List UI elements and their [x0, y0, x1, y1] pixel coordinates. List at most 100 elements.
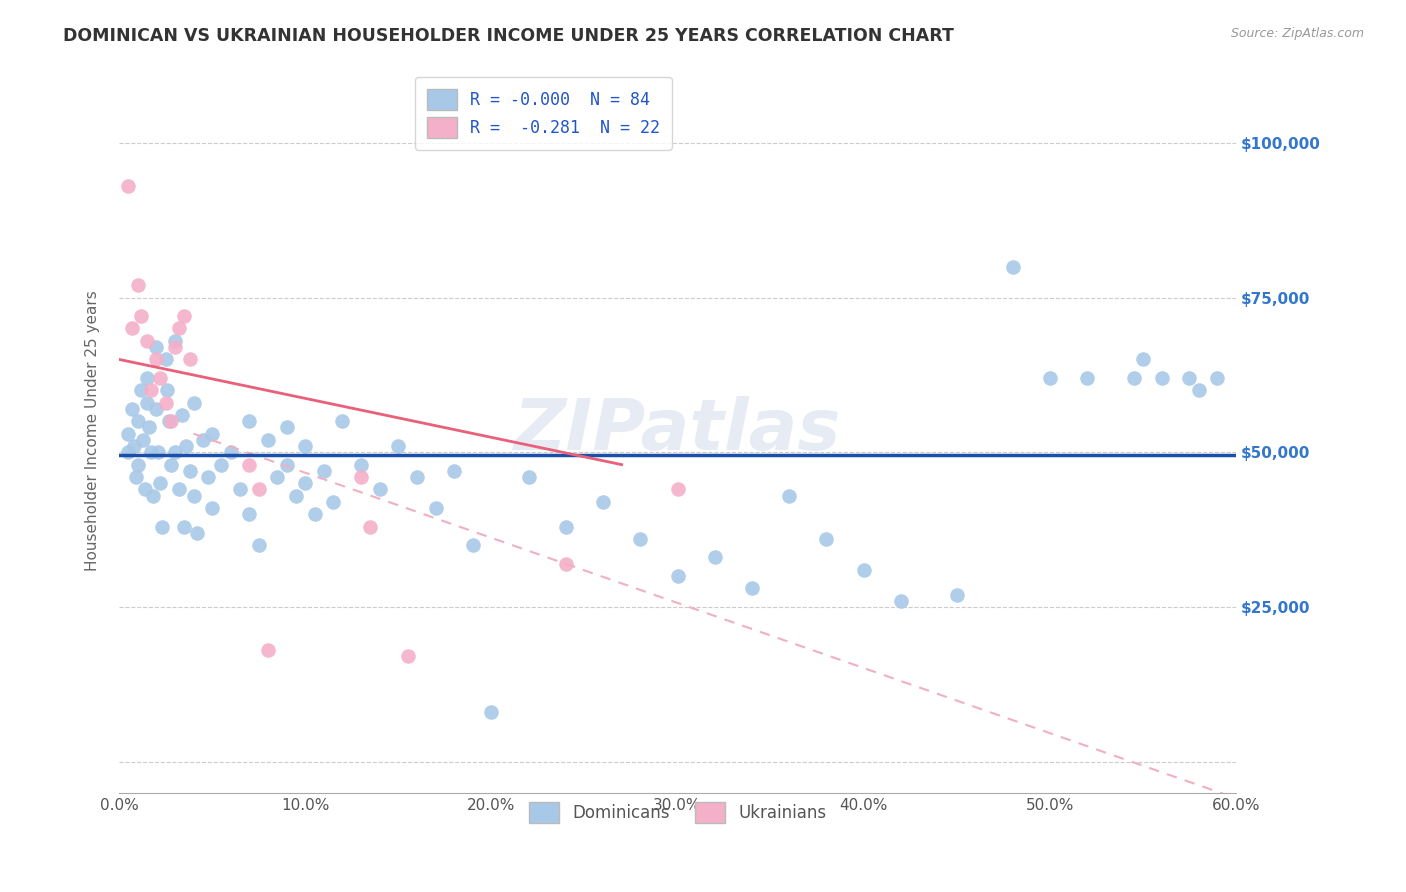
Point: [1188, 384, 1211, 398]
Point: [145, 340, 167, 354]
Point: [554, 519, 576, 533]
Point: [628, 532, 651, 546]
Point: [703, 550, 725, 565]
Point: [219, 445, 242, 459]
Point: [294, 439, 316, 453]
Point: [127, 458, 149, 472]
Point: [517, 470, 540, 484]
Point: [201, 426, 224, 441]
Point: [138, 420, 160, 434]
Point: [350, 458, 373, 472]
Point: [191, 433, 214, 447]
Point: [183, 489, 205, 503]
Point: [149, 371, 172, 385]
Point: [284, 489, 307, 503]
Point: [127, 278, 149, 293]
Point: [238, 507, 260, 521]
Point: [368, 483, 391, 497]
Point: [127, 414, 149, 428]
Point: [201, 500, 224, 515]
Point: [1132, 352, 1154, 367]
Point: [139, 445, 162, 459]
Point: [117, 445, 139, 459]
Point: [1206, 371, 1229, 385]
Point: [122, 439, 145, 453]
Point: [890, 594, 912, 608]
Point: [173, 309, 195, 323]
Point: [425, 500, 447, 515]
Point: [406, 470, 429, 484]
Point: [238, 414, 260, 428]
Point: [155, 395, 177, 409]
Point: [131, 309, 153, 323]
Point: [1150, 371, 1173, 385]
Point: [322, 495, 344, 509]
Point: [592, 495, 614, 509]
Point: [125, 470, 148, 484]
Point: [145, 352, 167, 367]
Point: [396, 649, 419, 664]
Point: [160, 458, 183, 472]
Point: [139, 384, 162, 398]
Point: [197, 470, 219, 484]
Point: [149, 476, 172, 491]
Point: [173, 519, 195, 533]
Point: [209, 458, 232, 472]
Text: Source: ZipAtlas.com: Source: ZipAtlas.com: [1230, 27, 1364, 40]
Point: [778, 489, 800, 503]
Point: [461, 538, 484, 552]
Legend: Dominicans, Ukrainians: Dominicans, Ukrainians: [517, 790, 838, 835]
Point: [167, 483, 190, 497]
Text: DOMINICAN VS UKRAINIAN HOUSEHOLDER INCOME UNDER 25 YEARS CORRELATION CHART: DOMINICAN VS UKRAINIAN HOUSEHOLDER INCOM…: [63, 27, 955, 45]
Point: [479, 705, 502, 719]
Point: [157, 414, 180, 428]
Point: [150, 519, 173, 533]
Point: [136, 395, 159, 409]
Point: [156, 384, 179, 398]
Point: [276, 458, 298, 472]
Point: [1178, 371, 1201, 385]
Point: [121, 401, 143, 416]
Point: [155, 352, 177, 367]
Point: [294, 476, 316, 491]
Point: [443, 464, 465, 478]
Point: [121, 321, 143, 335]
Point: [945, 588, 967, 602]
Point: [117, 426, 139, 441]
Point: [257, 643, 280, 657]
Point: [174, 439, 197, 453]
Point: [666, 569, 689, 583]
Point: [179, 464, 201, 478]
Point: [815, 532, 838, 546]
Point: [312, 464, 335, 478]
Point: [136, 334, 159, 348]
Point: [117, 179, 139, 194]
Point: [1122, 371, 1144, 385]
Point: [132, 433, 155, 447]
Point: [160, 414, 183, 428]
Point: [167, 321, 190, 335]
Point: [145, 401, 167, 416]
Point: [183, 395, 205, 409]
Point: [257, 433, 280, 447]
Point: [179, 352, 201, 367]
Point: [131, 384, 153, 398]
Point: [387, 439, 409, 453]
Point: [163, 340, 186, 354]
Point: [276, 420, 298, 434]
Point: [172, 408, 194, 422]
Point: [142, 489, 165, 503]
Point: [146, 445, 169, 459]
Point: [266, 470, 288, 484]
Point: [304, 507, 326, 521]
Y-axis label: Householder Income Under 25 years: Householder Income Under 25 years: [86, 290, 100, 571]
Point: [332, 414, 354, 428]
Point: [554, 557, 576, 571]
Point: [1039, 371, 1062, 385]
Point: [163, 334, 186, 348]
Point: [163, 445, 186, 459]
Point: [136, 371, 159, 385]
Point: [186, 525, 208, 540]
Point: [229, 483, 252, 497]
Text: ZIPatlas: ZIPatlas: [513, 396, 841, 465]
